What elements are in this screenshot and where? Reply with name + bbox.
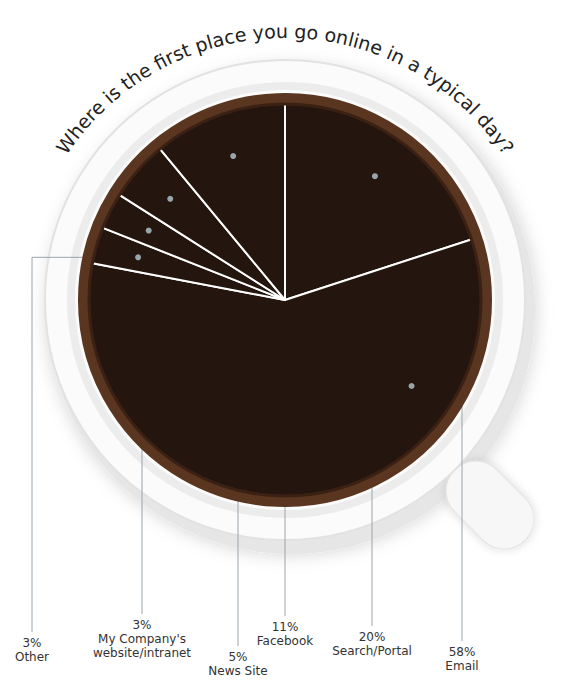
svg-text:My Company's: My Company's	[98, 632, 186, 646]
svg-text:Facebook: Facebook	[257, 634, 313, 648]
svg-text:Email: Email	[445, 659, 478, 673]
svg-text:58%: 58%	[449, 645, 476, 659]
svg-text:Where is the first place you g: Where is the first place you go online i…	[52, 20, 519, 158]
svg-text:3%: 3%	[132, 618, 151, 632]
svg-text:5%: 5%	[228, 650, 247, 664]
svg-text:Other: Other	[15, 650, 49, 664]
svg-text:News Site: News Site	[208, 664, 267, 678]
svg-text:3%: 3%	[22, 636, 41, 650]
svg-text:20%: 20%	[359, 630, 386, 644]
svg-text:11%: 11%	[272, 620, 299, 634]
svg-text:Search/Portal: Search/Portal	[332, 644, 412, 658]
svg-text:website/intranet: website/intranet	[93, 646, 191, 660]
